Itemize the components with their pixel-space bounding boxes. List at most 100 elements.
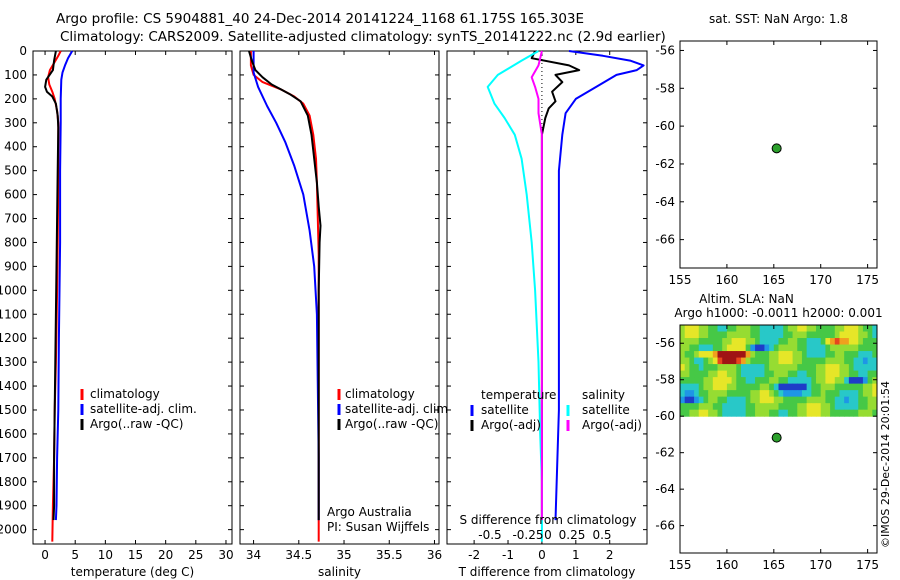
sla-heatmap-cell bbox=[722, 396, 728, 404]
sla-heatmap-cell bbox=[680, 338, 686, 346]
legend-label: satellite bbox=[582, 403, 630, 417]
sla-heatmap-cell bbox=[820, 344, 826, 352]
sla-heatmap-cell bbox=[769, 396, 775, 404]
sla-heatmap-cell bbox=[792, 351, 798, 359]
sla-heatmap-cell bbox=[825, 344, 831, 352]
sla-heatmap-cell bbox=[839, 409, 845, 417]
sla-heatmap-cell bbox=[839, 383, 845, 391]
sla-heatmap-cell bbox=[806, 357, 812, 365]
sla-heatmap-cell bbox=[787, 364, 794, 372]
sla-heatmap-cell bbox=[825, 338, 831, 346]
sla-heatmap-cell bbox=[745, 396, 751, 404]
sla-heatmap-cell bbox=[712, 344, 719, 352]
sla-heatmap-cell bbox=[708, 390, 714, 398]
sla-heatmap-cell bbox=[816, 396, 822, 404]
sla-heatmap-cell bbox=[848, 403, 855, 411]
sla-heatmap-cell bbox=[853, 370, 859, 378]
sla-heatmap-cell bbox=[769, 351, 775, 359]
sla-heatmap-cell bbox=[839, 344, 845, 352]
sla-heatmap-cell bbox=[712, 390, 719, 398]
sla-heatmap-cell bbox=[867, 357, 873, 365]
x-axis-label: salinity bbox=[318, 565, 361, 579]
s-tick-label: 0.25 bbox=[559, 528, 586, 542]
sla-heatmap-cell bbox=[806, 390, 812, 398]
sla-heatmap-cell bbox=[726, 396, 733, 404]
sla-heatmap-cell bbox=[745, 351, 751, 359]
x-tick-label: 15 bbox=[128, 548, 143, 562]
sla-heatmap-cell bbox=[750, 331, 756, 339]
y-tick-label: 600 bbox=[4, 188, 27, 202]
sla-heatmap-cell bbox=[689, 331, 695, 339]
sla-heatmap-cell bbox=[844, 357, 850, 365]
sla-heatmap-cell bbox=[698, 357, 704, 365]
sla-heatmap-cell bbox=[680, 390, 686, 398]
sla-heatmap-cell bbox=[787, 396, 794, 404]
sla-heatmap-cell bbox=[872, 390, 878, 398]
x-tick-label: 0 bbox=[41, 548, 49, 562]
sla-heatmap-cell bbox=[726, 331, 733, 339]
sla-heatmap-cell bbox=[778, 344, 784, 352]
sla-heatmap-cell bbox=[773, 383, 779, 391]
sla-heatmap-cell bbox=[806, 344, 812, 352]
sla-heatmap-cell bbox=[792, 325, 798, 333]
sla-heatmap-cell bbox=[867, 331, 873, 339]
difference-panel: -2 -1 0 1 2 T difference from climatology S di… bbox=[446, 50, 648, 579]
sla-heatmap-cell bbox=[703, 325, 709, 333]
sla-heatmap-cell bbox=[708, 351, 714, 359]
sla-heatmap-cell bbox=[853, 390, 859, 398]
sla-heatmap-cell bbox=[712, 383, 719, 391]
sla-heatmap-cell bbox=[806, 325, 812, 333]
y-tick-label: 900 bbox=[4, 259, 27, 273]
sla-heatmap-cell bbox=[783, 377, 789, 385]
sla-heatmap-cell bbox=[844, 331, 850, 339]
x-tick-label: 155 bbox=[669, 558, 692, 572]
sla-heatmap-cell bbox=[722, 344, 728, 352]
sla-heatmap-cell bbox=[816, 364, 822, 372]
sla-heatmap-cell bbox=[797, 325, 803, 333]
sla-heatmap-cell bbox=[853, 403, 859, 411]
sla-heatmap-cell bbox=[792, 377, 798, 385]
sla-heatmap-cell bbox=[689, 344, 695, 352]
sla-heatmap-cell bbox=[862, 338, 869, 346]
sla-heatmap-cell bbox=[736, 403, 742, 411]
sla-heatmap-cell bbox=[844, 409, 850, 417]
sla-heatmap-cell bbox=[769, 331, 775, 339]
sla-heatmap-cell bbox=[844, 383, 850, 391]
sla-heatmap-cell bbox=[783, 357, 789, 365]
sla-heatmap-cell bbox=[848, 357, 855, 365]
sla-heatmap-cell bbox=[811, 377, 817, 385]
sla-heatmap-cell bbox=[872, 383, 878, 391]
map-title: sat. SST: NaN Argo: 1.8 bbox=[709, 12, 848, 26]
sla-heatmap-cell bbox=[830, 325, 836, 333]
sla-heatmap-cell bbox=[811, 409, 817, 417]
sla-heatmap-cell bbox=[848, 351, 855, 359]
sla-heatmap-cell bbox=[848, 364, 855, 372]
sla-heatmap-cell bbox=[848, 390, 855, 398]
sla-heatmap-cell bbox=[825, 331, 831, 339]
sla-heatmap-cell bbox=[778, 357, 784, 365]
sla-heatmap-cell bbox=[764, 357, 770, 365]
sla-heatmap-cell bbox=[825, 403, 831, 411]
sla-heatmap-cell bbox=[684, 383, 690, 391]
sla-heatmap-cell bbox=[816, 377, 822, 385]
sla-heatmap-cell bbox=[703, 403, 709, 411]
sla-heatmap-cell bbox=[783, 390, 789, 398]
sla-heatmap-cell bbox=[722, 377, 728, 385]
sla-heatmap-cell bbox=[778, 383, 784, 391]
sla-heatmap-cell bbox=[839, 396, 845, 404]
sst-map-panel: sat. SST: NaN Argo: 1.8 155 160 165 170 175 -5… bbox=[655, 12, 879, 287]
sla-heatmap-cell bbox=[689, 403, 695, 411]
sla-heatmap-cell bbox=[858, 370, 864, 378]
sla-heatmap-cell bbox=[708, 325, 714, 333]
legend-label: satellite-adj. clim. bbox=[345, 402, 452, 416]
sla-heatmap-cell bbox=[740, 325, 747, 333]
sla-heatmap-cell bbox=[862, 377, 869, 385]
sla-heatmap-cell bbox=[712, 331, 719, 339]
sla-heatmap-cell bbox=[684, 396, 690, 404]
sla-heatmap-cell bbox=[736, 344, 742, 352]
y-tick-label: -66 bbox=[655, 233, 675, 247]
sla-heatmap-cell bbox=[867, 383, 873, 391]
sla-heatmap-cell bbox=[750, 383, 756, 391]
sla-heatmap-cell bbox=[745, 390, 751, 398]
sla-heatmap-cell bbox=[689, 351, 695, 359]
